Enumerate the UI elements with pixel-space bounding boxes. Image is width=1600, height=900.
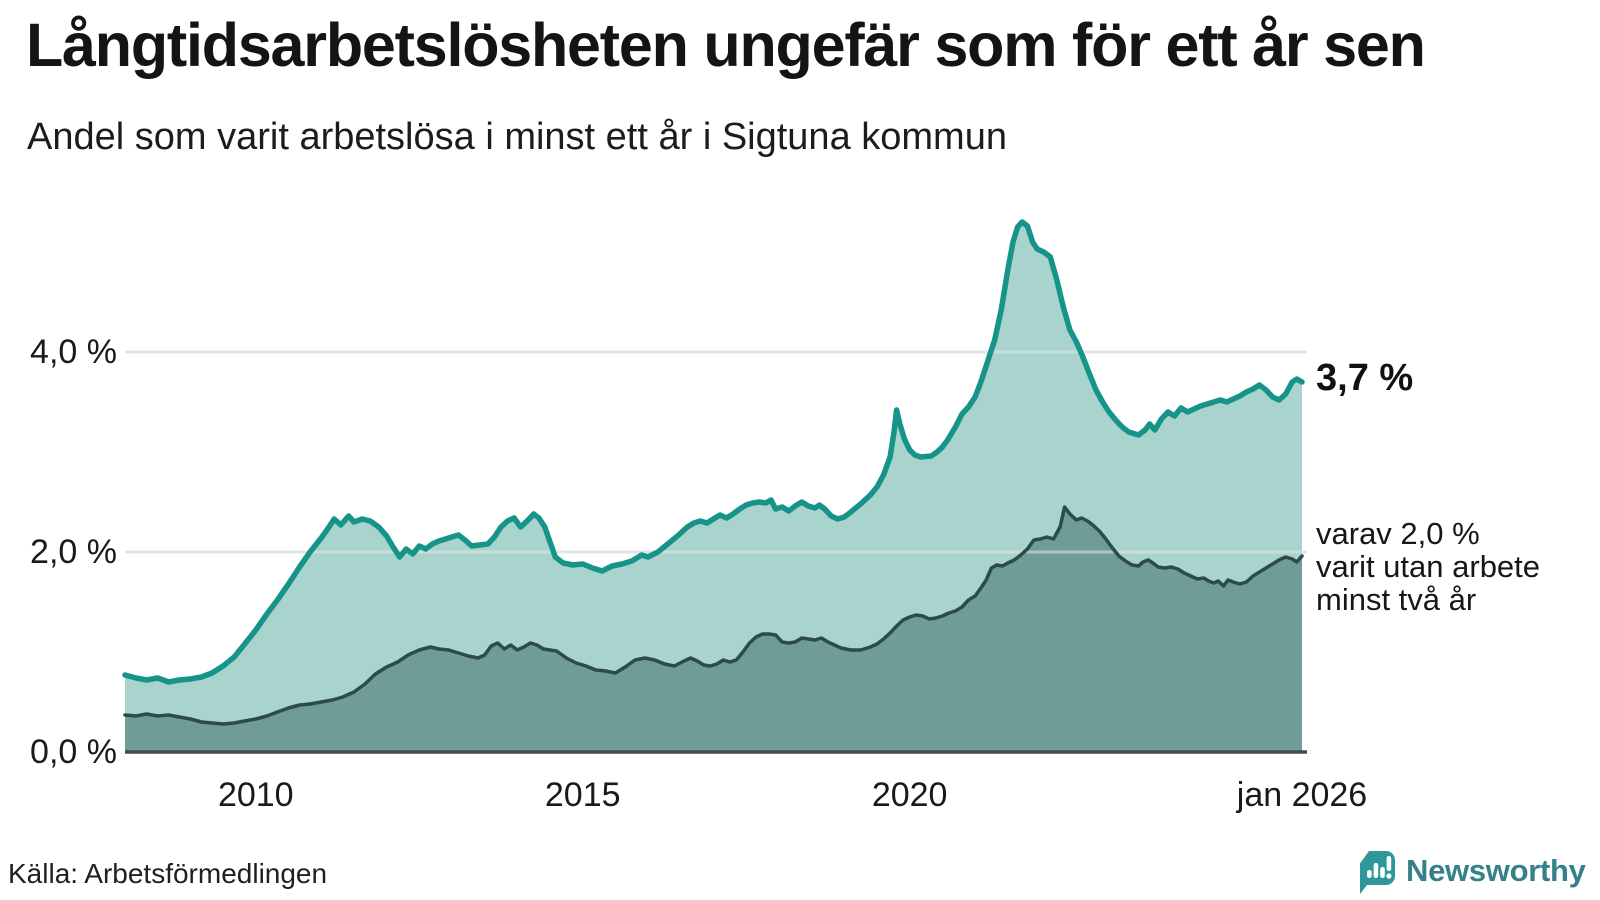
secondary-annotation: varav 2,0 % varit utan arbete minst två … — [1316, 517, 1540, 616]
newsworthy-logo[interactable]: Newsworthy — [1360, 850, 1586, 895]
x-tick-label: jan 2026 — [1236, 776, 1368, 814]
secondary-annotation-line-2: varit utan arbete — [1316, 549, 1541, 584]
x-tick-label: 2020 — [871, 776, 948, 814]
newsworthy-wordmark: Newsworthy — [1406, 853, 1586, 888]
page-title: Långtidsarbetslösheten ungefär som för e… — [26, 11, 1426, 79]
line-unemployed-two-years — [123, 505, 1304, 726]
source-note: Källa: Arbetsförmedlingen — [8, 858, 328, 889]
x-tick-label: 2015 — [544, 776, 621, 814]
line-unemployed-one-year — [122, 219, 1305, 685]
y-tick-label: 2,0 % — [30, 533, 117, 571]
y-tick-label: 0,0 % — [30, 733, 117, 771]
secondary-annotation-line-3: minst två år — [1316, 582, 1477, 617]
end-value-label: 3,7 % — [1316, 357, 1414, 399]
area-unemployed-two-years — [125, 507, 1302, 752]
x-tick-label: 2010 — [217, 776, 294, 814]
secondary-annotation-line-1: varav 2,0 % — [1316, 516, 1480, 551]
newsworthy-speech-bubble-chart-icon — [1360, 851, 1395, 894]
y-tick-label: 4,0 % — [30, 333, 117, 371]
chart-subtitle: Andel som varit arbetslösa i minst ett å… — [27, 116, 1007, 158]
